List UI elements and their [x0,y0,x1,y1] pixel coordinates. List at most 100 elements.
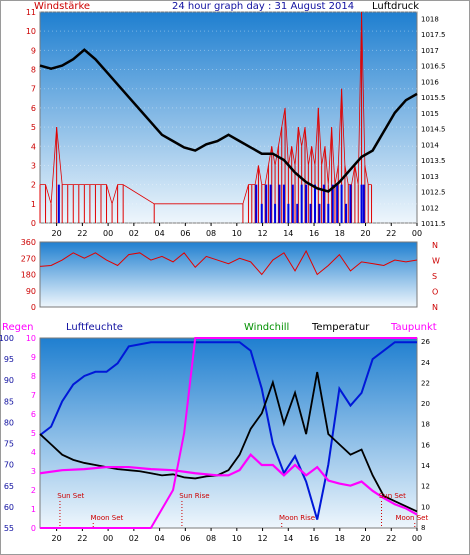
humidity-xtick-label: 00 [103,534,113,543]
wind-tick-label: 5 [31,123,36,132]
humidity-tick-label: 70 [4,461,14,470]
compass-label: O [432,288,438,297]
direction-tick-label: 360 [21,238,36,247]
wind-tick-label: 11 [26,8,36,17]
humidity-xtick-label: 02 [129,534,139,543]
pressure-tick-label: 1014.5 [421,126,446,134]
humidity-xtick-label: 10 [232,534,242,543]
wind-tick-label: 7 [31,85,36,94]
direction-line [39,249,418,276]
humidity-tick-label: 95 [4,355,14,364]
event-label: Moon Rise [279,514,315,522]
rain-tick-label: 9 [31,353,36,362]
compass-label: S [432,272,437,281]
humidity-tick-label: 90 [4,376,14,385]
temperature-tick-label: 18 [421,421,430,429]
humidity-xtick-label: 08 [206,534,216,543]
rain-tick-label: 8 [31,372,36,381]
wind-tick-label: 3 [31,161,36,170]
wind-tick-label: 0 [31,219,36,228]
wind-xtick-label: 14 [283,229,293,238]
pressure-tick-label: 1016.5 [421,63,446,71]
chart-title: 24 hour graph day : 31 August 2014 [172,1,354,12]
humidity-tick-label: 85 [4,397,14,406]
direction-tick-label: 180 [21,271,36,280]
temperature-tick-label: 10 [421,503,430,511]
rain-tick-label: 5 [31,429,36,438]
direction-plot-area [39,241,418,308]
rain-tick-label: 7 [31,391,36,400]
wind-xtick-label: 00 [103,229,113,238]
wind-xtick-label: 10 [232,229,242,238]
pressure-tick-label: 1018 [421,15,439,23]
wind-xtick-label: 20 [360,229,370,238]
humidity-xtick-label: 12 [257,534,267,543]
event-label: Sun Set [57,492,84,500]
pressure-tick-label: 1015 [421,110,439,118]
direction-tick-label: 0 [31,303,36,312]
pressure-tick-label: 1016 [421,78,439,86]
humidity-xtick-label: 20 [360,534,370,543]
event-label: Moon Set [91,514,124,522]
humidity-xtick-label: 14 [283,534,293,543]
wind-xtick-label: 12 [257,229,267,238]
rain-tick-label: 2 [31,486,36,495]
event-label: Moon Set [395,514,428,522]
pressure-tick-label: 1013 [421,173,439,181]
humidity-tick-label: 100 [0,334,14,343]
wind-tick-label: 9 [31,46,36,55]
wind-tick-label: 1 [31,200,36,209]
temperature-label: Temperatur [311,322,370,333]
humidity-tick-label: 75 [4,440,14,449]
wind-tick-label: 6 [31,104,36,113]
temperature-tick-label: 20 [421,400,430,408]
wind-xtick-label: 04 [155,229,165,238]
pressure-tick-label: 1012 [421,204,439,212]
wind-tick-label: 10 [26,27,36,36]
humidity-line [39,341,417,520]
wind-xtick-label: 00 [412,229,422,238]
wind-line [40,11,372,206]
wind-tick-label: 8 [31,66,36,75]
rain-label: Regen [2,322,34,333]
humidity-xtick-label: 18 [335,534,345,543]
humidity-xtick-label: 22 [77,534,87,543]
pressure-line [39,48,418,193]
humidity-xtick-label: 16 [309,534,319,543]
humidity-tick-label: 80 [4,418,14,427]
pressure-tick-label: 1015.5 [421,94,446,102]
pressure-tick-label: 1011.5 [421,220,446,228]
wind-plot-area [39,11,418,224]
humidity-label: Luftfeuchte [66,322,123,333]
temperature-tick-label: 26 [421,338,430,346]
event-label: Sun Rise [179,492,209,500]
wind-tick-label: 4 [31,142,36,151]
wind-tick-label: 2 [31,181,36,190]
pressure-tick-label: 1017 [421,47,439,55]
rain-tick-label: 6 [31,410,36,419]
wind-xtick-label: 16 [309,229,319,238]
rain-tick-label: 1 [31,505,36,514]
temperature-tick-label: 22 [421,379,430,387]
windchill-label: Windchill [244,322,289,333]
temperature-tick-label: 24 [421,359,430,367]
pressure-tick-label: 1012.5 [421,189,446,197]
wind-xtick-label: 22 [386,229,396,238]
wind-xtick-label: 06 [180,229,190,238]
wind-xtick-label: 08 [206,229,216,238]
dewpoint-line [39,453,418,516]
wind-xtick-label: 20 [52,229,62,238]
event-label: Sun Set [379,492,406,500]
pressure-axis-label: Luftdruck [372,1,419,12]
humidity-plot-area [39,337,418,529]
humidity-tick-label: 60 [4,503,14,512]
pressure-tick-label: 1013.5 [421,157,446,165]
temperature-tick-label: 8 [421,524,425,532]
humidity-tick-label: 65 [4,482,14,491]
compass-label: W [432,257,440,266]
direction-tick-label: 90 [26,287,36,296]
pressure-tick-label: 1017.5 [421,31,446,39]
humidity-xtick-label: 00 [412,534,422,543]
